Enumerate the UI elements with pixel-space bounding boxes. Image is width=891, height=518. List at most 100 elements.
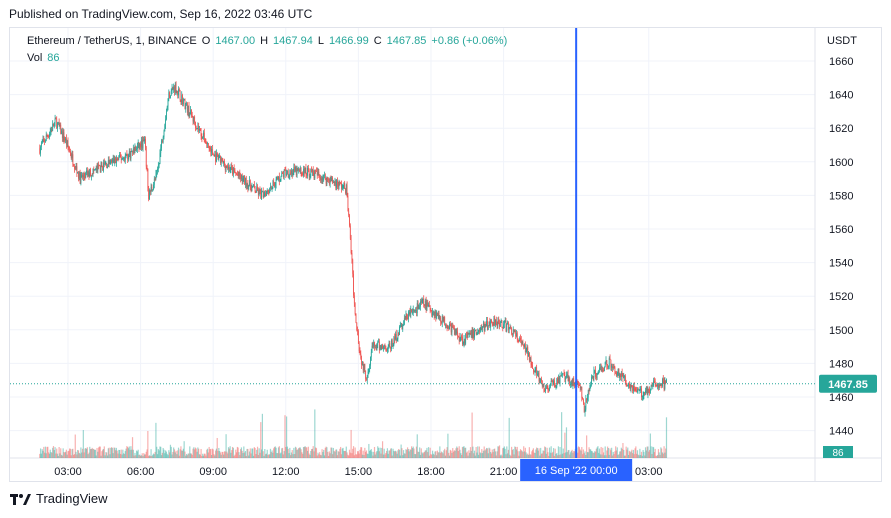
candle-body (295, 167, 297, 176)
candle-body (65, 138, 67, 145)
volume-bar (120, 449, 122, 458)
candle-body (466, 334, 468, 338)
candle-body (186, 103, 188, 113)
candle-body (261, 191, 262, 199)
volume-bar (65, 449, 67, 458)
volume-bar (548, 455, 550, 458)
volume-bar (221, 451, 223, 458)
candle-body (380, 345, 382, 350)
candle-body (514, 331, 516, 332)
volume-bar (585, 455, 587, 458)
volume-bar (478, 446, 480, 458)
candle-body (485, 324, 487, 327)
volume-bar (343, 450, 345, 458)
candle-body (137, 142, 139, 147)
candle-body (175, 83, 177, 94)
volume-bar (92, 448, 94, 458)
volume-bar (317, 452, 319, 458)
volume-bar (109, 454, 111, 458)
volume-bar (449, 449, 451, 458)
volume-bar (222, 451, 224, 458)
candle-body (77, 172, 79, 173)
candle-body (236, 173, 237, 175)
candle-body (541, 378, 542, 381)
volume-bar (423, 451, 426, 458)
candle-body (230, 166, 232, 171)
volume-bar (49, 449, 51, 458)
published-caption: Published on TradingView.com, Sep 16, 20… (9, 7, 313, 21)
candle-body (641, 396, 643, 398)
candle-body (563, 373, 565, 376)
volume-bar (184, 451, 186, 458)
volume-bar (172, 451, 174, 458)
candle-body (587, 397, 588, 401)
volume-bar (366, 453, 368, 458)
volume-bar (467, 455, 469, 458)
candle-body (76, 166, 78, 173)
volume-bar (508, 417, 510, 458)
candle-body (525, 350, 527, 353)
candle-body (599, 367, 601, 369)
volume-bar (557, 446, 560, 458)
volume-bar (376, 450, 378, 458)
volume-bar (68, 450, 70, 458)
volume-bar (387, 453, 389, 458)
candle-body (352, 259, 354, 274)
candle-body (554, 386, 556, 388)
candle-body (145, 138, 146, 148)
volume-bar (561, 412, 563, 458)
candle-body (166, 106, 168, 112)
x-tick-label: 03:00 (54, 466, 82, 478)
volume-bar (209, 449, 211, 458)
volume-bar (620, 447, 622, 458)
volume-bar (571, 449, 573, 458)
volume-bar (517, 451, 519, 458)
volume-bar (98, 446, 101, 458)
candle-body (411, 309, 413, 313)
volume-bar (589, 449, 591, 458)
volume-bar (324, 447, 326, 458)
volume-bar (307, 446, 309, 458)
volume-bar (536, 448, 539, 458)
candle-body (157, 165, 159, 170)
volume-bar (452, 451, 455, 458)
candle-body (282, 173, 284, 177)
candle-body (323, 174, 325, 178)
candle-body (321, 178, 323, 181)
candle-body (337, 185, 339, 187)
candle-body (542, 383, 544, 387)
volume-bar (208, 446, 210, 458)
candle-body (343, 183, 345, 186)
candle-body (132, 148, 134, 153)
volume-bar (644, 447, 647, 458)
candle-body (577, 381, 579, 385)
volume-bar (477, 454, 480, 458)
candle-body (99, 165, 100, 167)
volume-bar (272, 452, 274, 458)
chart-frame[interactable]: 1440 1460 1480 1500 1520 1540 1560 1580 1600 1620… (9, 27, 882, 482)
candle-body (50, 129, 52, 132)
candle-body (346, 184, 348, 197)
last-volume-value: 86 (832, 448, 844, 459)
volume-bar (169, 444, 172, 458)
volume-bar (201, 455, 203, 458)
volume-bar (628, 450, 630, 458)
candle-body (55, 118, 57, 120)
candle-body (297, 168, 299, 171)
price-chart[interactable]: 1440146014801500152015401560158016001620… (10, 28, 881, 481)
volume-bar (135, 455, 137, 458)
volume-bar (484, 450, 486, 458)
candle-body (457, 331, 458, 336)
volume-bar (161, 452, 163, 458)
volume-bar (552, 448, 555, 458)
candle-body (570, 380, 572, 384)
candle-body (382, 346, 384, 349)
candle-body (241, 174, 242, 180)
candle-body (228, 166, 229, 170)
volume-bar (530, 454, 532, 458)
candle-body (182, 95, 183, 105)
volume-bar (192, 448, 194, 458)
volume-bar (119, 453, 122, 458)
open-value: 1467.00 (215, 35, 256, 47)
volume-bar (412, 446, 414, 458)
